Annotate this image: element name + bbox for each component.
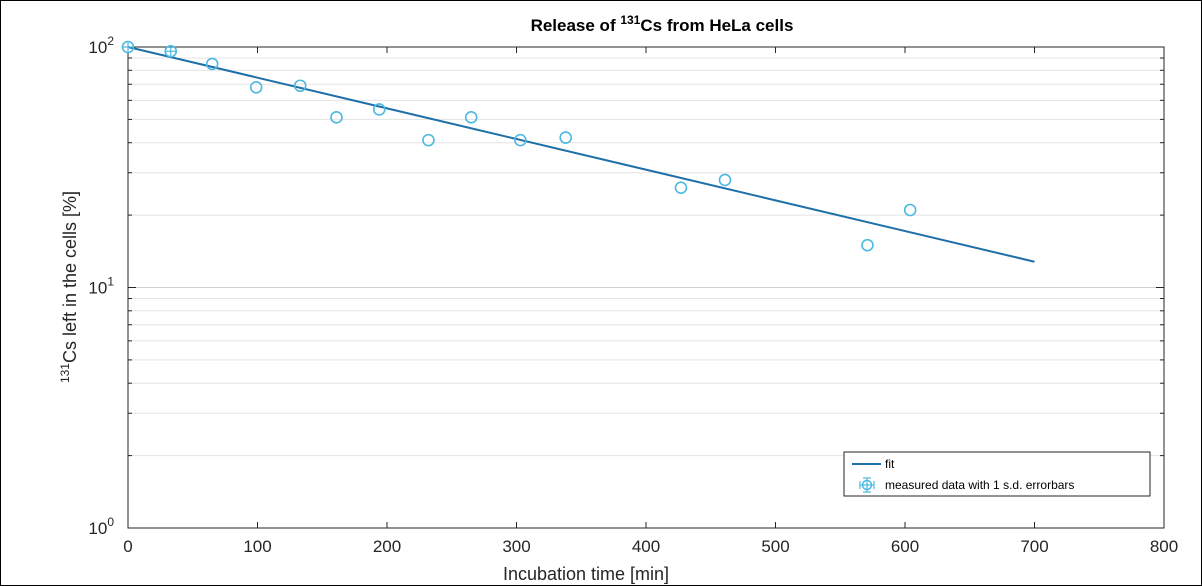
x-tick-label: 100 bbox=[243, 537, 271, 556]
y-tick-label: 101 bbox=[88, 275, 114, 298]
x-axis-label: Incubation time [min] bbox=[503, 564, 669, 584]
data-point bbox=[293, 79, 307, 93]
data-point bbox=[718, 173, 732, 187]
data-point-marker bbox=[718, 173, 732, 187]
fit-line bbox=[127, 46, 1035, 263]
y-tick-label: 102 bbox=[88, 34, 114, 57]
data-point-marker bbox=[205, 57, 219, 71]
title-rest: Cs from HeLa cells bbox=[640, 16, 793, 35]
data-point bbox=[903, 203, 917, 217]
data-point-marker bbox=[903, 203, 917, 217]
data-point-marker bbox=[249, 80, 263, 94]
data-point bbox=[249, 80, 263, 94]
legend: fit measured data with 1 s.d. errorbars bbox=[843, 451, 1151, 497]
y-label-sup: 131 bbox=[58, 363, 72, 383]
series bbox=[121, 40, 1035, 263]
legend-fit-label: fit bbox=[885, 457, 895, 471]
legend-measured-swatch bbox=[859, 477, 875, 493]
legend-measured-label: measured data with 1 s.d. errorbars bbox=[885, 478, 1074, 492]
data-point-marker bbox=[861, 238, 874, 252]
data-point bbox=[121, 40, 135, 54]
x-tick-label: 800 bbox=[1150, 537, 1178, 556]
data-point bbox=[422, 133, 435, 147]
data-point bbox=[164, 44, 178, 58]
data-point-marker bbox=[559, 131, 573, 144]
title-main: Release of bbox=[531, 16, 621, 35]
data-point-marker bbox=[330, 111, 343, 124]
data-point-marker bbox=[464, 111, 478, 124]
data-point-marker bbox=[372, 103, 386, 116]
x-tick-labels: 0 100 200 300 400 500 600 700 800 bbox=[123, 537, 1178, 556]
data-point bbox=[559, 131, 573, 144]
grid bbox=[128, 57, 1164, 457]
data-point bbox=[514, 133, 527, 147]
data-point-marker bbox=[422, 133, 435, 147]
data-point bbox=[330, 111, 343, 124]
x-tick-label: 500 bbox=[761, 537, 789, 556]
x-tick-label: 0 bbox=[123, 537, 132, 556]
x-tick-label: 300 bbox=[502, 537, 530, 556]
chart-title: Release of 131Cs from HeLa cells bbox=[531, 13, 794, 35]
y-tick-label: 100 bbox=[88, 515, 114, 538]
data-point-marker bbox=[514, 133, 527, 147]
x-tick-label: 600 bbox=[891, 537, 919, 556]
data-point-marker bbox=[674, 181, 688, 194]
title-sup: 131 bbox=[620, 13, 640, 27]
y-tick-labels: 100 101 102 bbox=[88, 34, 114, 538]
data-point bbox=[205, 57, 219, 71]
data-point-marker bbox=[293, 79, 307, 93]
y-label-rest: Cs left in the cells [%] bbox=[60, 191, 80, 363]
y-axis-label: 131Cs left in the cells [%] bbox=[58, 191, 80, 383]
data-point bbox=[861, 238, 874, 252]
data-point bbox=[464, 111, 478, 124]
legend-box bbox=[843, 451, 1151, 497]
data-point bbox=[674, 181, 688, 194]
data-point bbox=[372, 103, 386, 116]
x-tick-label: 200 bbox=[373, 537, 401, 556]
x-tick-label: 400 bbox=[632, 537, 660, 556]
x-tick-label: 700 bbox=[1020, 537, 1048, 556]
